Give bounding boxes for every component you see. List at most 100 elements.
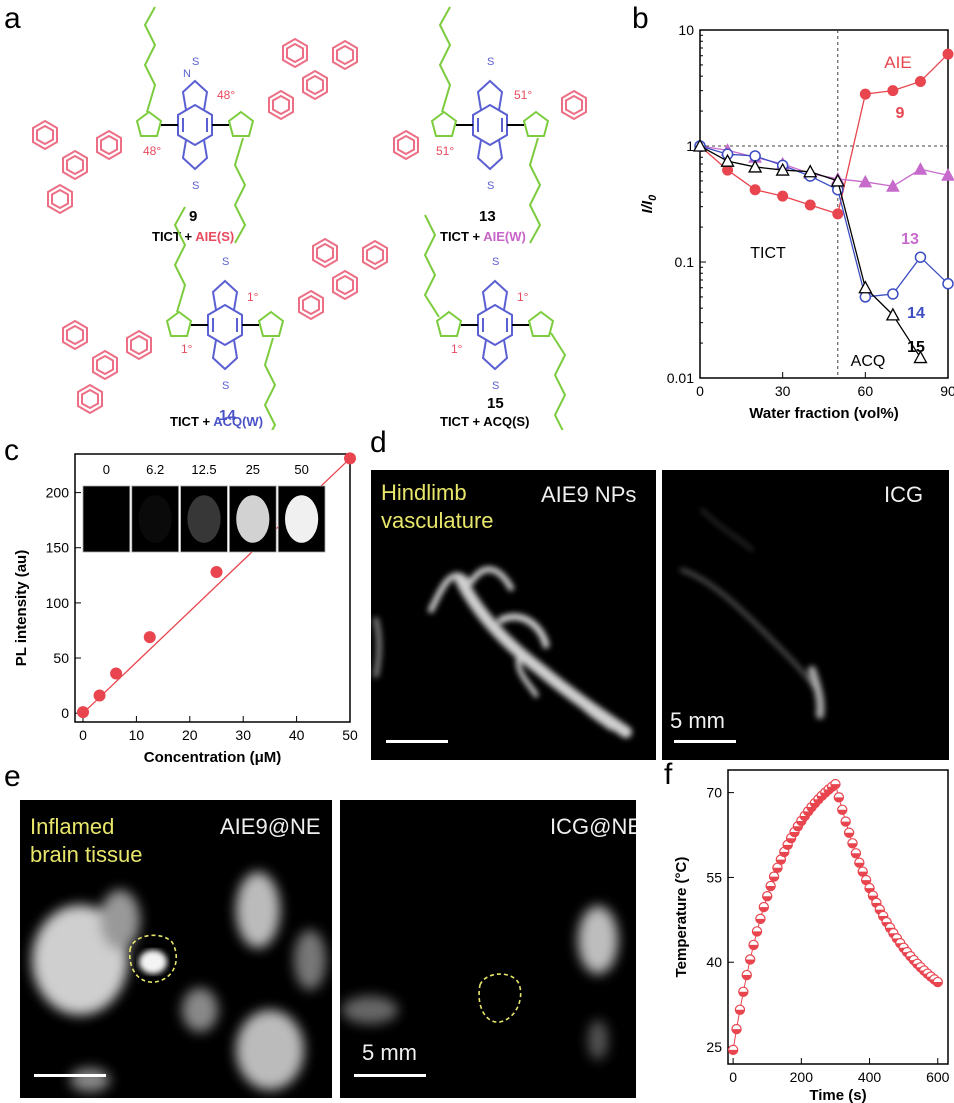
y-tick-label: 0.01	[667, 370, 694, 386]
data-point-fill	[783, 844, 793, 850]
data-point	[887, 85, 899, 97]
x-tick-label: 90	[940, 383, 954, 399]
data-point-fill	[772, 867, 783, 873]
scale-label: 5 mm	[362, 1040, 417, 1065]
core-atom-label: S	[492, 256, 499, 268]
aie9-ne-label: AIE9@NE	[220, 814, 321, 839]
series-15	[692, 138, 928, 364]
data-point	[832, 208, 844, 220]
icg-label: ICG	[884, 482, 924, 507]
dihedral-angle-label: 1°	[451, 342, 463, 356]
series-temperature	[727, 778, 943, 1056]
data-point-fill	[847, 843, 858, 848]
y-tick-label: 55	[706, 869, 722, 885]
data-point	[914, 75, 926, 87]
scale-bar	[34, 1074, 106, 1077]
data-point	[804, 199, 816, 211]
x-tick-label: 10	[129, 727, 145, 743]
inset-concentration-label: 25	[246, 462, 260, 477]
molecule-number-15: 15	[487, 395, 504, 412]
y-tick-label: 25	[706, 1039, 722, 1055]
scale-bar	[674, 740, 736, 743]
hindlimb-label-line2: vasculature	[381, 508, 494, 533]
dihedral-angle-label: 1°	[517, 290, 529, 304]
data-point-fill	[759, 907, 769, 912]
core-atom-label: S	[192, 180, 199, 192]
scale-bar	[354, 1074, 426, 1077]
y-tick-label: 70	[706, 785, 722, 801]
data-point-fill	[786, 838, 796, 843]
data-point	[858, 280, 873, 294]
dihedral-angle-label: 51°	[514, 88, 532, 102]
x-tick-label: 30	[775, 383, 791, 399]
inset-glow	[236, 495, 270, 543]
y-tick-label: 0.1	[675, 254, 695, 270]
molecule-caption-9: TICT + AIE(S)	[152, 229, 234, 244]
data-point-fill	[748, 944, 759, 950]
x-tick-label: 40	[289, 727, 305, 743]
data-point-fill	[789, 832, 800, 837]
chart-f-temperature-vs-time: 25 40 55 70 0 200 400 600 Time (s) Temperature (°…	[673, 769, 950, 1103]
data-point-fill	[796, 820, 806, 826]
data-point	[914, 251, 927, 263]
molecule-13-structure: S S 51° 51°	[393, 6, 587, 244]
data-point	[720, 153, 735, 167]
dihedral-angle-label: 48°	[217, 88, 235, 102]
plot-frame	[74, 453, 351, 723]
data-point	[886, 179, 900, 192]
data-point	[749, 184, 761, 196]
data-point-fill	[841, 821, 851, 827]
dihedral-angle-label: 48°	[143, 144, 161, 158]
core-atom-label: S	[192, 56, 199, 68]
annotation-tict: TICT	[750, 245, 786, 262]
molecule-structures-panel: N S S 48° 48° 9 TICT + AIE(S) S S 51° 51…	[32, 6, 587, 430]
x-tick-label: 50	[342, 727, 358, 743]
icg-brain-image	[342, 906, 618, 1060]
data-point-fill	[803, 811, 813, 816]
molecule-caption-14: TICT + ACQ(W)	[170, 414, 263, 429]
x-axis-label: Concentration (μM)	[144, 749, 282, 766]
y-tick-label: 200	[46, 485, 70, 501]
inflamed-label-line2: brain tissue	[30, 842, 143, 867]
data-point-fill	[752, 931, 762, 937]
scale-label: 5 mm	[670, 708, 725, 733]
data-point-fill	[844, 832, 854, 838]
dihedral-angle-label: 51°	[436, 144, 454, 158]
y-tick-label: 100	[46, 595, 70, 611]
panel-letter-c: c	[4, 434, 19, 467]
data-point-fill	[766, 886, 776, 891]
data-point-fill	[834, 797, 844, 802]
y-tick-label: 40	[706, 954, 722, 970]
data-point-fill	[793, 826, 803, 831]
x-axis-label: Time (s)	[809, 1087, 866, 1103]
data-point	[143, 631, 156, 644]
data-point-fill	[755, 918, 766, 924]
inset-cuvette	[82, 485, 131, 553]
data-point	[692, 138, 708, 152]
panel-letter-f: f	[664, 758, 673, 791]
micrograph-e-icgne: ICG@NE 5 mm	[340, 800, 636, 1098]
molecule-14-structure: S S 1° 1°	[62, 206, 388, 430]
data-point-fill	[738, 991, 748, 997]
molecule-number-13: 13	[479, 208, 496, 225]
data-point-fill	[728, 1049, 738, 1055]
data-point-fill	[854, 862, 864, 868]
data-point	[913, 350, 928, 364]
y-tick-label: 0	[61, 705, 69, 721]
series-label-13: 13	[901, 231, 919, 248]
panel-letter-d: d	[370, 426, 387, 459]
plot-frame	[727, 769, 949, 1065]
series-label-9: 9	[896, 105, 905, 122]
x-tick-label: 0	[729, 1069, 737, 1085]
inset-concentration-label: 50	[294, 462, 308, 477]
core-atom-label: S	[487, 180, 494, 192]
data-point-fill	[806, 807, 817, 812]
x-axis-label: Water fraction (vol%)	[749, 405, 898, 422]
data-point	[830, 173, 845, 187]
data-point-fill	[735, 1009, 745, 1015]
molecule-number-14: 14	[219, 407, 236, 424]
data-point	[942, 48, 954, 60]
data-point-fill	[745, 959, 755, 965]
data-point	[777, 190, 789, 202]
molecule-caption-13: TICT + AIE(W)	[440, 229, 526, 244]
